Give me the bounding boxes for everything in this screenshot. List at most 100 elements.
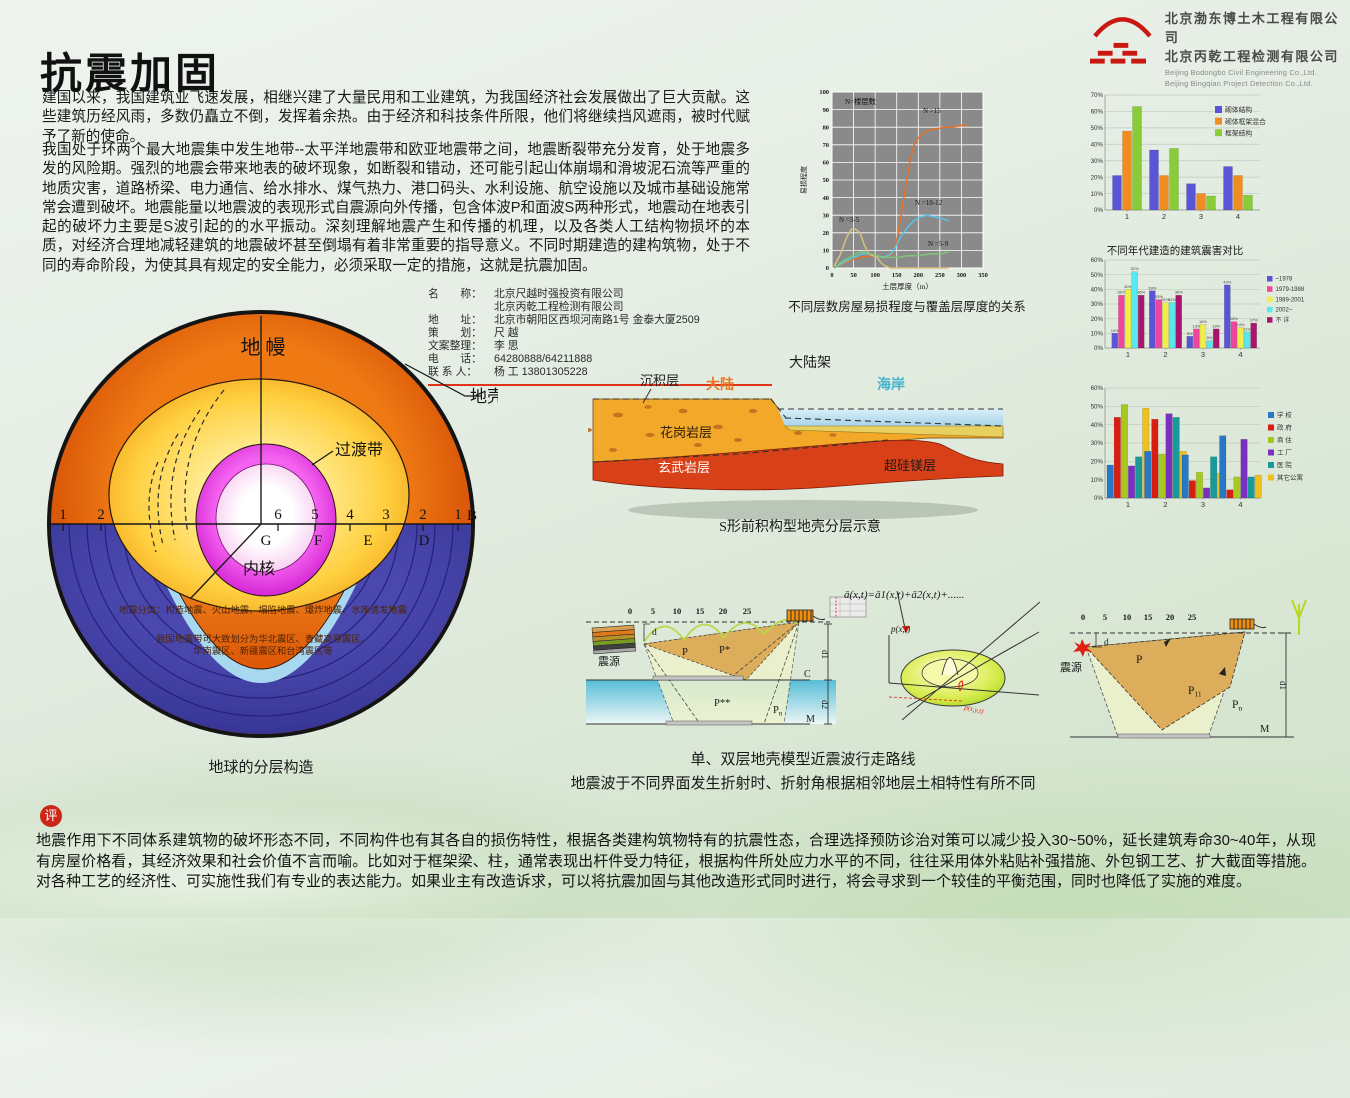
y-tick-label: 50% — [1091, 272, 1104, 279]
y-tick-label: 40% — [1091, 287, 1104, 294]
distance-scale: 0 5 10 15 20 25 — [628, 606, 751, 616]
y-tick-label: 40 — [823, 195, 829, 202]
svg-text:5: 5 — [651, 606, 655, 616]
axis-letters: G F E D — [261, 533, 430, 549]
series-line — [833, 214, 949, 269]
wave-amplitude-surface-diagram: ā(x,t)=ā1(x,t)+ā2(x,t)+...... p(x,t) p(x… — [844, 589, 1041, 721]
bar — [1243, 331, 1251, 349]
company-name-en-1: Beijing Bodongbo Civil Engineering Co.,L… — [1164, 67, 1317, 77]
amplitude-peak — [941, 657, 959, 676]
bar — [1169, 148, 1179, 211]
svg-text:3: 3 — [382, 507, 390, 523]
bar — [1226, 489, 1234, 499]
bar — [1206, 340, 1213, 349]
wave-path-diagram-single-layer: 震源 d 0 5 10 15 20 25 P P11 Pn M d1 — [1060, 599, 1307, 739]
ray-lines — [643, 621, 800, 725]
svg-text:15: 15 — [1144, 612, 1153, 622]
shelf-label: 大陆架 — [789, 355, 831, 371]
p-star-label: P* — [719, 645, 730, 656]
contact-info-block: 名 称： 北京尺越时强投资有限公司 北京丙乾工程检测有限公司 地 址： 北京市朝阳区… — [428, 288, 772, 386]
d-label: d — [652, 628, 657, 638]
y-tick-label: 30% — [1091, 301, 1104, 308]
source-label: 震源 — [598, 654, 620, 668]
info-label: 联 系 人： — [428, 365, 478, 378]
d-bracket — [643, 623, 650, 641]
bar — [1111, 333, 1118, 349]
category-label: 4 — [1238, 500, 1242, 509]
bar — [1186, 336, 1194, 349]
source-label: 震源 — [1060, 660, 1082, 674]
oblique-axis-1 — [906, 631, 1040, 708]
bar — [1135, 456, 1143, 499]
earthquake-types-note: 地震分类：构造地震、火山地震、塌陷地震、爆炸地震、水库诱发地震 — [119, 604, 407, 616]
bar — [1172, 417, 1180, 499]
intro-paragraph: 建国以来，我国建筑业飞速发展，相继兴建了大量民用和工业建筑，为我国经济社会发展做… — [42, 90, 750, 145]
svg-text:1: 1 — [454, 507, 462, 523]
bar — [1165, 413, 1173, 499]
bar — [1199, 324, 1207, 349]
vulnerability-line-chart: 0 50 100 150 200 250 300 350 0 10 20 30 40 50 60 70 80 90… — [799, 89, 988, 291]
seismometer-coil-icon — [786, 609, 826, 622]
info-label: 名 称： — [428, 288, 482, 300]
svg-text:2: 2 — [419, 507, 427, 523]
wave-diagram-captions: 单、双层地壳模型近震波行走路线 地震波于不同界面发生折射时、折射角根据相邻地层土… — [553, 748, 1053, 793]
bar-value-label: 31% — [1161, 297, 1169, 302]
granite-label: 花岗岩层 — [660, 425, 712, 440]
logo-brick — [1090, 58, 1105, 64]
surface-point-label: p(x,y,t) — [963, 703, 985, 716]
y-tick-label: 20% — [1091, 174, 1104, 181]
m-interface-label: M — [806, 714, 815, 725]
page-title: 抗震加固 — [40, 50, 221, 97]
p11-label: P11 — [1188, 685, 1202, 699]
recorder-box-icon — [829, 596, 867, 618]
bar — [1118, 295, 1125, 349]
sima-label: 超硅镁层 — [884, 458, 936, 473]
axis-ticks — [62, 524, 459, 531]
y-tick-label: 50 — [823, 177, 829, 184]
category-label: 3 — [1201, 350, 1205, 359]
logo-brick — [1122, 50, 1138, 56]
bar — [1106, 464, 1114, 499]
bar-value-label: 5% — [1207, 335, 1213, 340]
transition-label: 过渡带 — [335, 441, 383, 459]
bar-value-label: 8% — [1187, 331, 1193, 336]
legend-swatch — [1268, 462, 1274, 468]
category-label: 3 — [1199, 212, 1203, 221]
logo-arc — [1093, 17, 1152, 38]
svg-text:0: 0 — [628, 606, 632, 616]
category-label: 1 — [1125, 212, 1129, 221]
legend-label: 商 住 — [1277, 435, 1292, 444]
company-logo-block: 北京渤东博土木工程有限公司 北京丙乾工程检测有限公司 Beijing Bodon… — [1090, 10, 1350, 89]
basalt-label: 玄武岩层 — [658, 460, 710, 475]
p-label: P — [1136, 654, 1142, 666]
bar — [1155, 299, 1163, 349]
y-tick-label: 0% — [1094, 495, 1103, 502]
y-tick-label: 70% — [1091, 92, 1104, 99]
y-tick-label: 10 — [823, 248, 829, 255]
interface-slab — [1117, 733, 1211, 739]
review-stamp: 评 — [40, 805, 62, 827]
y-tick-label: 10% — [1091, 331, 1104, 338]
x-tick-label: 250 — [935, 272, 945, 279]
shelf-cross-section-diagram: 沉积层 大陆架 大陆 海岸 花岗岩层 玄武岩层 超硅镁层 S形前积构型地壳分层示… — [588, 355, 1004, 535]
svg-text:G: G — [261, 533, 272, 549]
bar — [1124, 289, 1132, 349]
y-tick-label: 0 — [826, 265, 829, 272]
info-value: 64280888/64211888 — [494, 352, 593, 365]
y-axis-label: 易损程度 — [799, 166, 808, 194]
red-dashed-guide — [888, 696, 963, 702]
legend-swatch — [1268, 449, 1274, 456]
legend-label: 医 院 — [1277, 460, 1292, 469]
company-name-cn-2: 北京丙乾工程检测有限公司 — [1164, 48, 1339, 64]
company-name-en-2: Beijing Bingqian Project Detection Co.,L… — [1164, 78, 1313, 88]
bar-value-label: 13% — [1212, 323, 1220, 328]
y-tick-label: 60% — [1091, 109, 1104, 116]
boundary-dashed-lines — [592, 398, 1004, 463]
svg-text:10: 10 — [1123, 612, 1132, 622]
category-label: 2 — [1163, 500, 1167, 509]
bar — [1168, 302, 1176, 349]
legend-label: 工 厂 — [1277, 449, 1292, 457]
logo-brick — [1110, 58, 1126, 64]
company-name-cn-1: 北京渤东博土木工程有限公司 — [1164, 11, 1339, 45]
y-tick-label: 60 — [823, 160, 829, 167]
